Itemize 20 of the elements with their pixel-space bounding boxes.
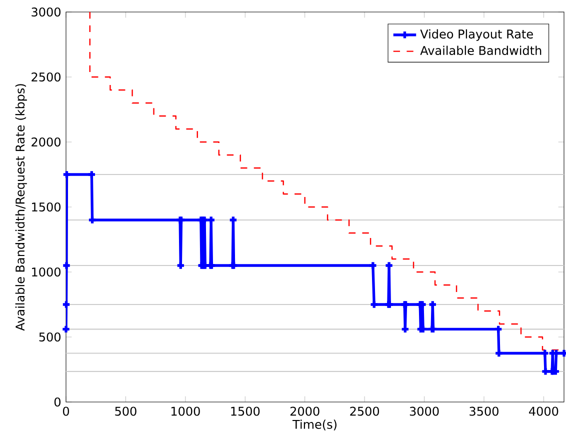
x-tick-label: 500 <box>115 406 136 416</box>
legend-label: Video Playout Rate <box>420 29 533 41</box>
x-tick-label: 0 <box>62 406 70 416</box>
x-tick-label: 2000 <box>290 406 320 416</box>
x-tick-label: 4000 <box>529 406 558 416</box>
x-tick-label: 3000 <box>410 406 439 416</box>
y-tick-label: 3000 <box>32 7 60 17</box>
y-tick-label: 2000 <box>32 137 60 147</box>
y-tick-label: 2500 <box>32 72 60 82</box>
x-tick-label: 1000 <box>171 406 200 416</box>
y-tick-label: 1000 <box>32 267 60 277</box>
x-tick-label: 1500 <box>231 406 260 416</box>
x-axis-title: Time(s) <box>292 420 336 430</box>
y-tick-label: 500 <box>39 332 60 342</box>
y-axis-title: Available Bandwidth/Request Rate (kbps) <box>15 84 27 331</box>
x-tick-label: 3500 <box>470 406 498 416</box>
legend-label: Available Bandwidth <box>420 46 542 56</box>
y-tick-label: 0 <box>54 397 60 407</box>
x-tick-label: 2500 <box>350 406 380 416</box>
y-tick-label: 1500 <box>32 202 60 212</box>
